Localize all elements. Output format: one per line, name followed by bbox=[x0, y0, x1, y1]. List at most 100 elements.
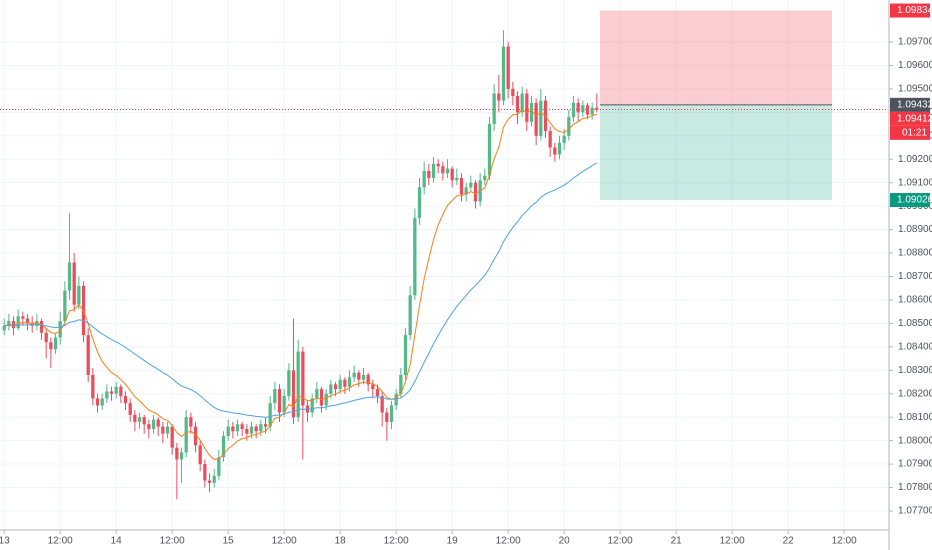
y-tick-label: 1.08000 bbox=[898, 435, 932, 446]
candle-body bbox=[273, 389, 277, 404]
candle-body bbox=[259, 424, 263, 432]
target-price-tag-bg bbox=[890, 193, 930, 208]
candle-body bbox=[389, 405, 394, 422]
candle-body bbox=[520, 93, 524, 113]
candle-body bbox=[459, 177, 464, 195]
candle-body bbox=[487, 124, 492, 176]
y-tick-label: 1.09700 bbox=[898, 37, 932, 48]
candle-body bbox=[534, 102, 538, 136]
x-tick-label: 15 bbox=[223, 536, 235, 547]
candle-body bbox=[184, 417, 188, 453]
y-tick-label: 1.07800 bbox=[898, 482, 932, 493]
candle-body bbox=[380, 396, 384, 413]
candle-body bbox=[72, 262, 76, 305]
candle-body bbox=[77, 285, 81, 305]
y-tick-label: 1.07700 bbox=[898, 506, 932, 517]
candle-body bbox=[119, 386, 123, 397]
candle-body bbox=[501, 46, 506, 101]
candle-body bbox=[147, 424, 151, 429]
candle-body bbox=[95, 398, 100, 406]
y-tick-label: 1.08100 bbox=[898, 412, 932, 423]
y-tick-label: 1.08600 bbox=[898, 295, 932, 306]
candle-body bbox=[590, 107, 594, 115]
candle-body bbox=[455, 177, 459, 181]
x-tick-label: 19 bbox=[447, 536, 459, 547]
price-axis-bg bbox=[889, 0, 932, 550]
y-tick-label: 1.08300 bbox=[898, 365, 932, 376]
x-tick-label: 18 bbox=[335, 536, 347, 547]
candle-body bbox=[352, 372, 356, 378]
y-tick-label: 1.09600 bbox=[898, 60, 932, 71]
candle-body bbox=[109, 391, 114, 394]
y-tick-label: 1.08800 bbox=[898, 248, 932, 259]
candle-body bbox=[287, 370, 291, 397]
candle-body bbox=[329, 384, 333, 394]
x-tick-label: 12:00 bbox=[720, 536, 745, 547]
entry-price-tag-bg bbox=[890, 97, 930, 112]
x-tick-label: 12:00 bbox=[384, 536, 409, 547]
candle-body bbox=[469, 182, 473, 188]
candle-body bbox=[403, 335, 408, 375]
stop-price-tag: 1.09834 bbox=[897, 5, 932, 16]
candle-body bbox=[408, 295, 412, 336]
candle-body bbox=[445, 168, 450, 174]
x-tick-label: 13 bbox=[0, 536, 10, 547]
candle-body bbox=[515, 95, 520, 113]
candle-body bbox=[203, 464, 207, 481]
candle-body bbox=[100, 398, 104, 406]
candle-body bbox=[212, 475, 216, 483]
candle-body bbox=[562, 135, 566, 143]
candle-body bbox=[525, 93, 529, 122]
x-tick-label: 14 bbox=[111, 536, 123, 547]
candle-body bbox=[207, 480, 212, 483]
x-tick-label: 21 bbox=[671, 536, 683, 547]
candle-body bbox=[114, 386, 118, 394]
candle-body bbox=[123, 396, 128, 404]
candle-body bbox=[347, 377, 352, 387]
y-tick-label: 1.08200 bbox=[898, 388, 932, 399]
candle-body bbox=[506, 46, 510, 89]
candle-body bbox=[571, 102, 576, 118]
candle-body bbox=[366, 374, 370, 385]
candle-body bbox=[511, 88, 515, 96]
candle-body bbox=[557, 142, 562, 155]
x-tick-label: 12:00 bbox=[272, 536, 297, 547]
candle-body bbox=[497, 93, 501, 101]
candle-body bbox=[324, 393, 328, 406]
candle-body bbox=[343, 379, 347, 387]
candle-body bbox=[189, 417, 193, 427]
candle-body bbox=[371, 384, 375, 390]
candle-body bbox=[473, 182, 478, 202]
x-tick-label: 12:00 bbox=[608, 536, 633, 547]
time-axis-bg bbox=[0, 530, 889, 550]
candle-body bbox=[492, 93, 496, 125]
candle-body bbox=[548, 131, 552, 148]
candle-body bbox=[567, 117, 571, 136]
countdown-bg bbox=[890, 125, 930, 140]
candle-body bbox=[310, 398, 314, 413]
candle-body bbox=[161, 426, 165, 434]
candle-body bbox=[399, 374, 403, 394]
x-tick-label: 12:00 bbox=[160, 536, 185, 547]
candle-body bbox=[105, 391, 109, 399]
y-tick-label: 1.09200 bbox=[898, 154, 932, 165]
candle-body bbox=[436, 163, 440, 167]
candle-body bbox=[128, 403, 132, 415]
candle-body bbox=[277, 389, 282, 413]
candle-body bbox=[417, 187, 422, 218]
y-tick-label: 1.08500 bbox=[898, 318, 932, 329]
candle-body bbox=[333, 384, 338, 390]
candle-body bbox=[539, 100, 543, 136]
candle-body bbox=[63, 290, 67, 322]
candle-body bbox=[385, 412, 389, 422]
x-tick-label: 12:00 bbox=[496, 536, 521, 547]
candle-body bbox=[179, 452, 184, 460]
y-tick-label: 1.07900 bbox=[898, 459, 932, 470]
candle-body bbox=[464, 187, 468, 195]
candle-body bbox=[226, 426, 230, 436]
candle-body bbox=[595, 107, 599, 110]
candle-body bbox=[193, 426, 198, 446]
candle-body bbox=[413, 217, 417, 296]
candle-body bbox=[170, 426, 174, 448]
